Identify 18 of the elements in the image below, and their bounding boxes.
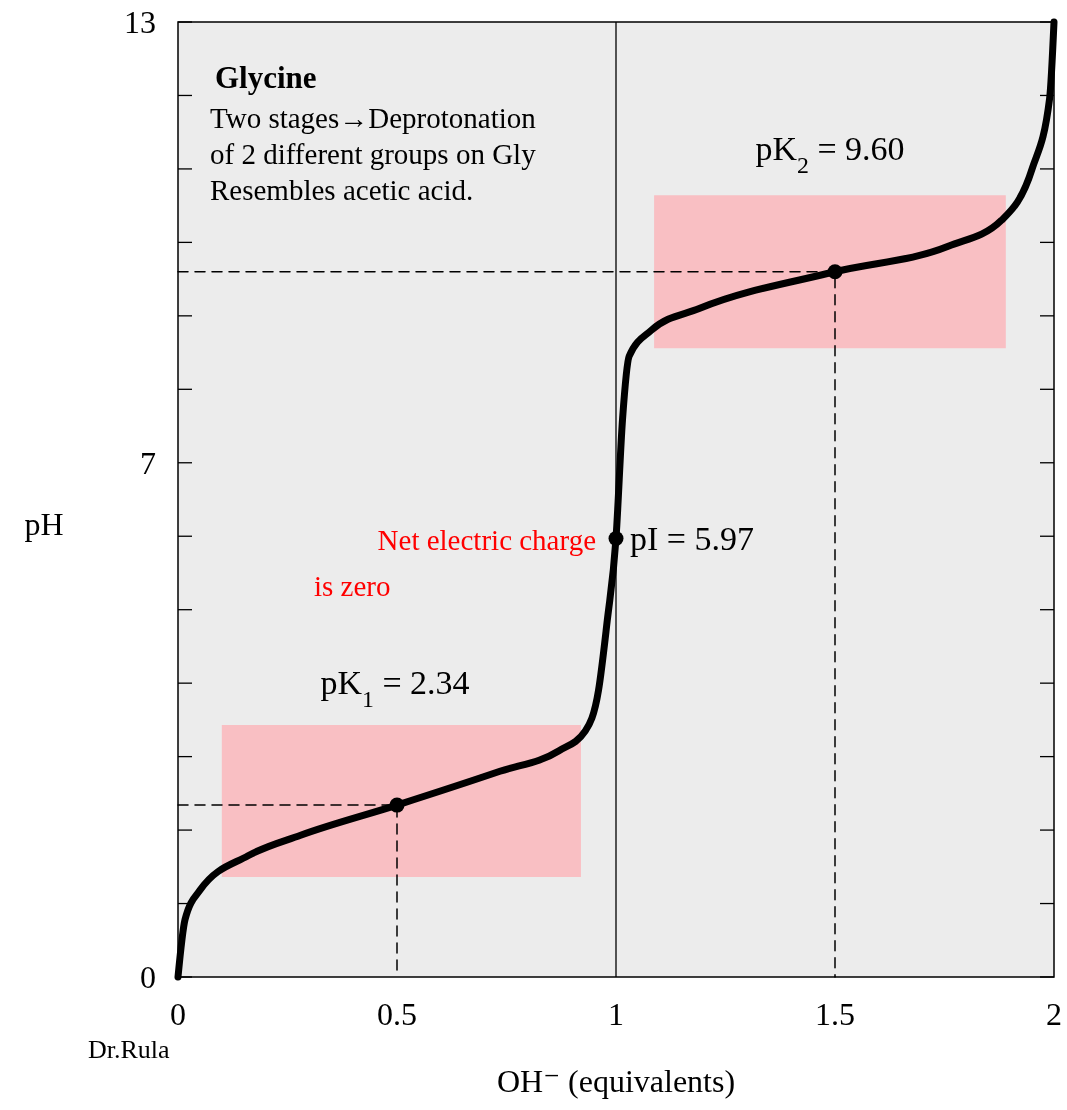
y-tick-label: 7 <box>140 444 156 481</box>
x-axis-title: OH⁻ (equivalents) <box>496 1063 736 1099</box>
annotation: pK$_{2}$ = 9.60 <box>755 130 905 178</box>
x-tick-label: 1 <box>608 996 624 1032</box>
x-tick-label: 0 <box>170 996 186 1032</box>
annotation: Two stages→Deprotonation of 2 different groups on Gly Resembles acetic acid. <box>210 102 537 206</box>
text: Dr.Rula <box>88 1035 171 1064</box>
y-tick-label: 0 <box>140 959 156 996</box>
point <box>608 530 624 546</box>
x-tick-label: 2 <box>1046 996 1062 1032</box>
text: Glycine <box>215 60 317 95</box>
x-tick-label: 1.5 <box>815 996 855 1032</box>
y-tick-label: 13 <box>124 4 156 41</box>
annotation: pI = 5.97 <box>630 520 754 558</box>
y-axis-title: pH <box>24 506 64 542</box>
annotation: pK$_{1}$ = 2.34 <box>320 664 470 712</box>
x-tick-label: 0.5 <box>377 996 417 1032</box>
annotation: Net electric charge is zero <box>314 524 596 603</box>
